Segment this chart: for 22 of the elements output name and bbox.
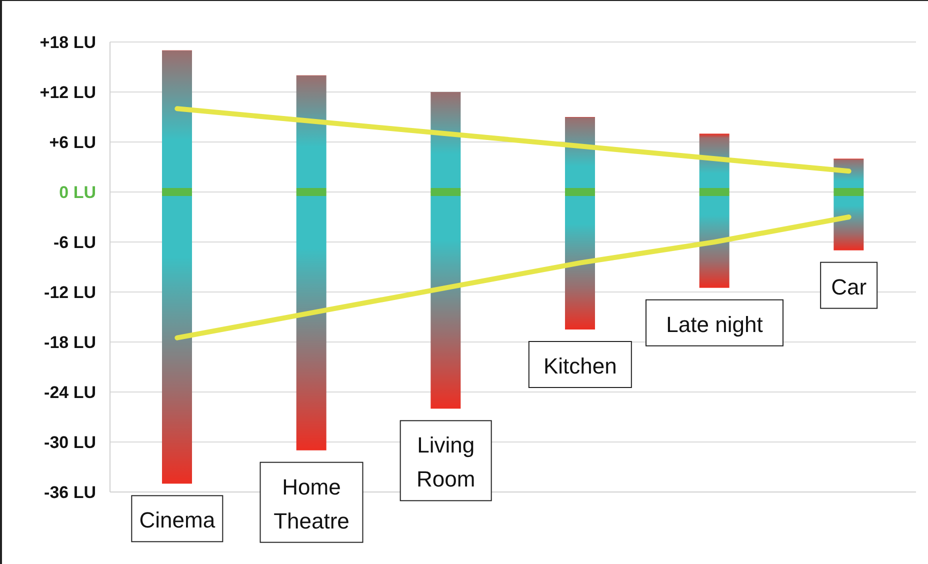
y-tick-label: +18 LU: [40, 33, 96, 52]
y-tick-label: +6 LU: [49, 133, 96, 152]
bar: [834, 158, 864, 250]
x-tick-label: Living Room: [416, 432, 476, 492]
bar: [565, 117, 595, 330]
y-tick-label: 0 LU: [59, 183, 96, 202]
y-tick-label: -36 LU: [44, 483, 96, 502]
bar: [296, 75, 326, 450]
bar: [699, 134, 730, 288]
y-tick-label: -30 LU: [44, 433, 96, 452]
x-tick-label: Car: [831, 274, 867, 300]
y-tick-label: -24 LU: [44, 383, 96, 402]
bar: [162, 50, 192, 484]
x-tick-label: Late night: [666, 312, 763, 337]
y-tick-label: -12 LU: [44, 283, 96, 302]
bar: [430, 92, 461, 409]
x-tick-label: Kitchen: [543, 354, 617, 378]
y-tick-label: -18 LU: [44, 333, 96, 352]
x-tick-label: Cinema: [139, 508, 216, 533]
y-tick-label: -6 LU: [54, 233, 96, 252]
y-tick-label: +12 LU: [40, 83, 96, 102]
x-tick-label: Home Theatre: [274, 474, 350, 534]
